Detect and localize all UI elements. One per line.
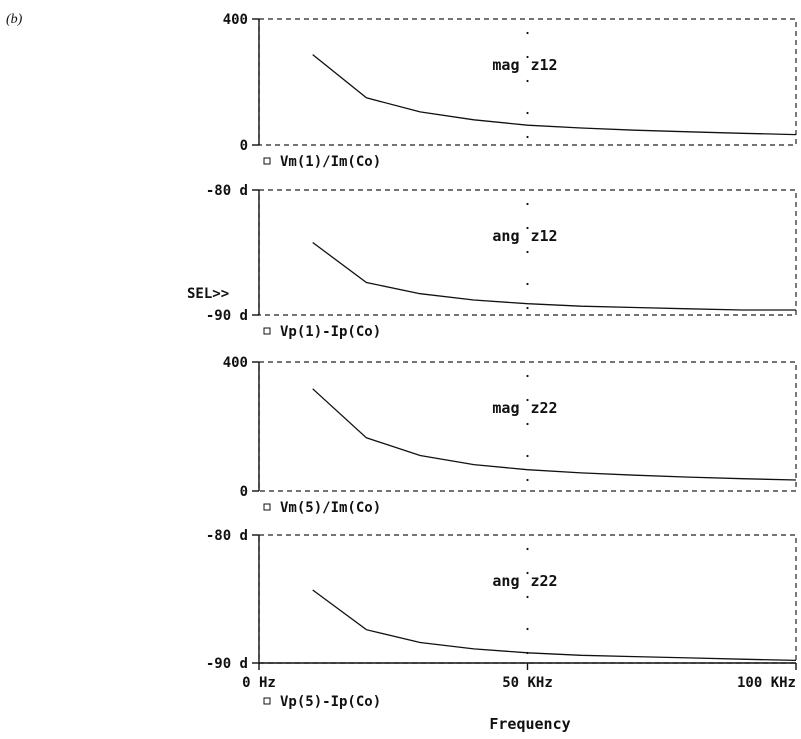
trace-title-a: ang bbox=[492, 227, 519, 245]
y-tick-label: 400 bbox=[223, 12, 248, 28]
trace-line bbox=[312, 589, 797, 662]
legend-marker bbox=[263, 503, 271, 511]
cursor-dot bbox=[526, 398, 529, 402]
cursor-dot bbox=[526, 135, 529, 139]
panel-label: (b) bbox=[6, 12, 23, 27]
cursor-dot bbox=[526, 422, 529, 426]
plot-frame bbox=[258, 361, 797, 492]
chart-panel-2: -80 d -90 d ang z12 Vp(1)-Ip(Co) bbox=[206, 183, 797, 340]
chart-panel-3: 400 0 mag z22 Vm(5)/Im(Co) bbox=[223, 355, 797, 516]
cursor-dot bbox=[526, 55, 529, 59]
cursor-dot bbox=[526, 111, 529, 115]
trace-title-a: ang bbox=[492, 572, 519, 590]
legend-marker bbox=[263, 697, 271, 705]
legend-marker bbox=[263, 157, 271, 165]
x-tick-label: 100 KHz bbox=[737, 675, 796, 691]
x-tick-label: 0 Hz bbox=[242, 675, 276, 691]
trace-title-b: z22 bbox=[531, 399, 558, 417]
y-tick-label: 0 bbox=[240, 484, 248, 500]
panels-group: 400 0 mag z12 Vm(1)/Im(Co) -80 d -90 d ang z12 Vp… bbox=[206, 12, 797, 710]
chart-panel-4: -80 d -90 d 0 Hz 50 KHz 100 KHz ang z22 Vp(5)-I… bbox=[206, 528, 797, 710]
legend-text: Vm(5)/Im(Co) bbox=[280, 500, 381, 516]
cursor-dot bbox=[526, 282, 529, 286]
cursor-dot bbox=[526, 31, 529, 35]
y-tick-label: -90 d bbox=[206, 308, 248, 324]
sel-marker: SEL>> bbox=[187, 286, 229, 302]
cursor-dot bbox=[526, 374, 529, 378]
trace-line bbox=[312, 54, 797, 136]
cursor-dot bbox=[526, 250, 529, 254]
trace-line bbox=[312, 241, 796, 311]
trace-title-a: mag bbox=[492, 399, 519, 417]
y-tick-label: 400 bbox=[223, 355, 248, 371]
trace-line bbox=[312, 388, 797, 481]
cursor-dot bbox=[526, 547, 529, 551]
plot-frame bbox=[258, 534, 797, 664]
y-tick-label: -80 d bbox=[206, 528, 248, 544]
trace-title-b: z12 bbox=[531, 227, 558, 245]
cursor-dot bbox=[526, 478, 529, 482]
trace-title-b: z22 bbox=[531, 572, 558, 590]
trace-title-b: z12 bbox=[531, 56, 558, 74]
y-tick-label: -90 d bbox=[206, 656, 248, 672]
cursor-dot bbox=[526, 79, 529, 83]
cursor-dot bbox=[526, 595, 529, 599]
cursor-dot bbox=[526, 571, 529, 575]
legend-text: Vp(1)-Ip(Co) bbox=[280, 324, 381, 340]
cursor-dot bbox=[526, 226, 529, 230]
cursor-dot bbox=[526, 306, 529, 310]
y-tick-label: 0 bbox=[240, 138, 248, 154]
cursor-dot bbox=[526, 627, 529, 631]
chart-panel-1: 400 0 mag z12 Vm(1)/Im(Co) bbox=[223, 12, 797, 170]
x-tick-label: 50 KHz bbox=[502, 675, 553, 691]
legend-text: Vm(1)/Im(Co) bbox=[280, 154, 381, 170]
cursor-dot bbox=[526, 202, 529, 206]
x-axis-label: Frequency bbox=[489, 715, 570, 733]
y-tick-label: -80 d bbox=[206, 183, 248, 199]
legend-marker bbox=[263, 327, 271, 335]
legend-text: Vp(5)-Ip(Co) bbox=[280, 694, 381, 710]
trace-title-a: mag bbox=[492, 56, 519, 74]
cursor-dot bbox=[526, 454, 529, 458]
